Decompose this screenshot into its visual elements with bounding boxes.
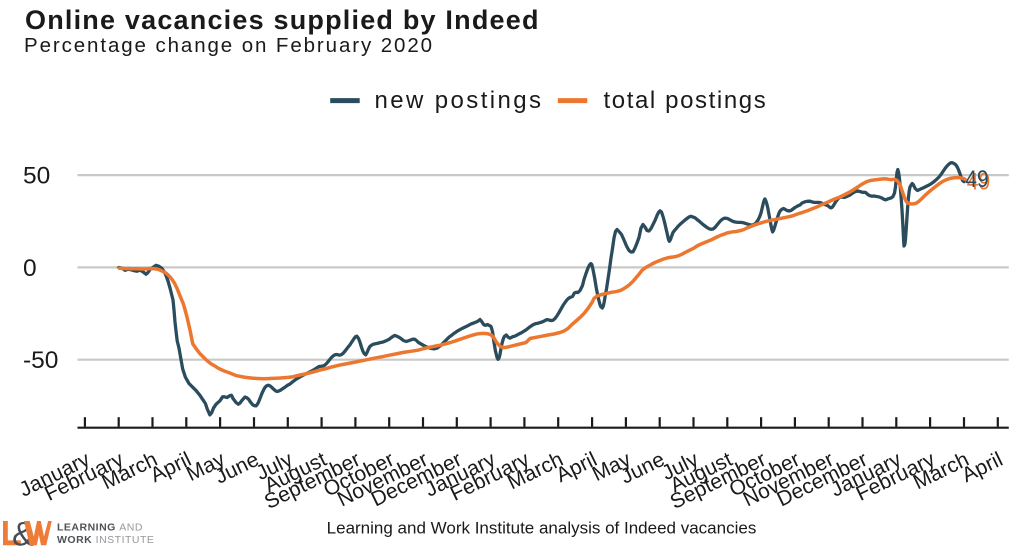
svg-text:Online vacancies supplied by I: Online vacancies supplied by Indeed [25,5,540,35]
svg-text:new postings: new postings [375,87,544,114]
svg-text:49: 49 [965,166,989,193]
svg-text:50: 50 [23,163,50,190]
svg-text:Percentage change on February: Percentage change on February 2020 [24,34,434,57]
svg-text:-50: -50 [23,347,58,374]
svg-text:WORK INSTITUTE: WORK INSTITUTE [57,534,154,546]
svg-text:LEARNING AND: LEARNING AND [57,521,143,533]
svg-text:Learning and Work Institute an: Learning and Work Institute analysis of … [327,519,757,538]
svg-text:total postings: total postings [604,87,768,114]
svg-text:49: 49 [967,169,991,196]
svg-text:0: 0 [23,255,37,282]
